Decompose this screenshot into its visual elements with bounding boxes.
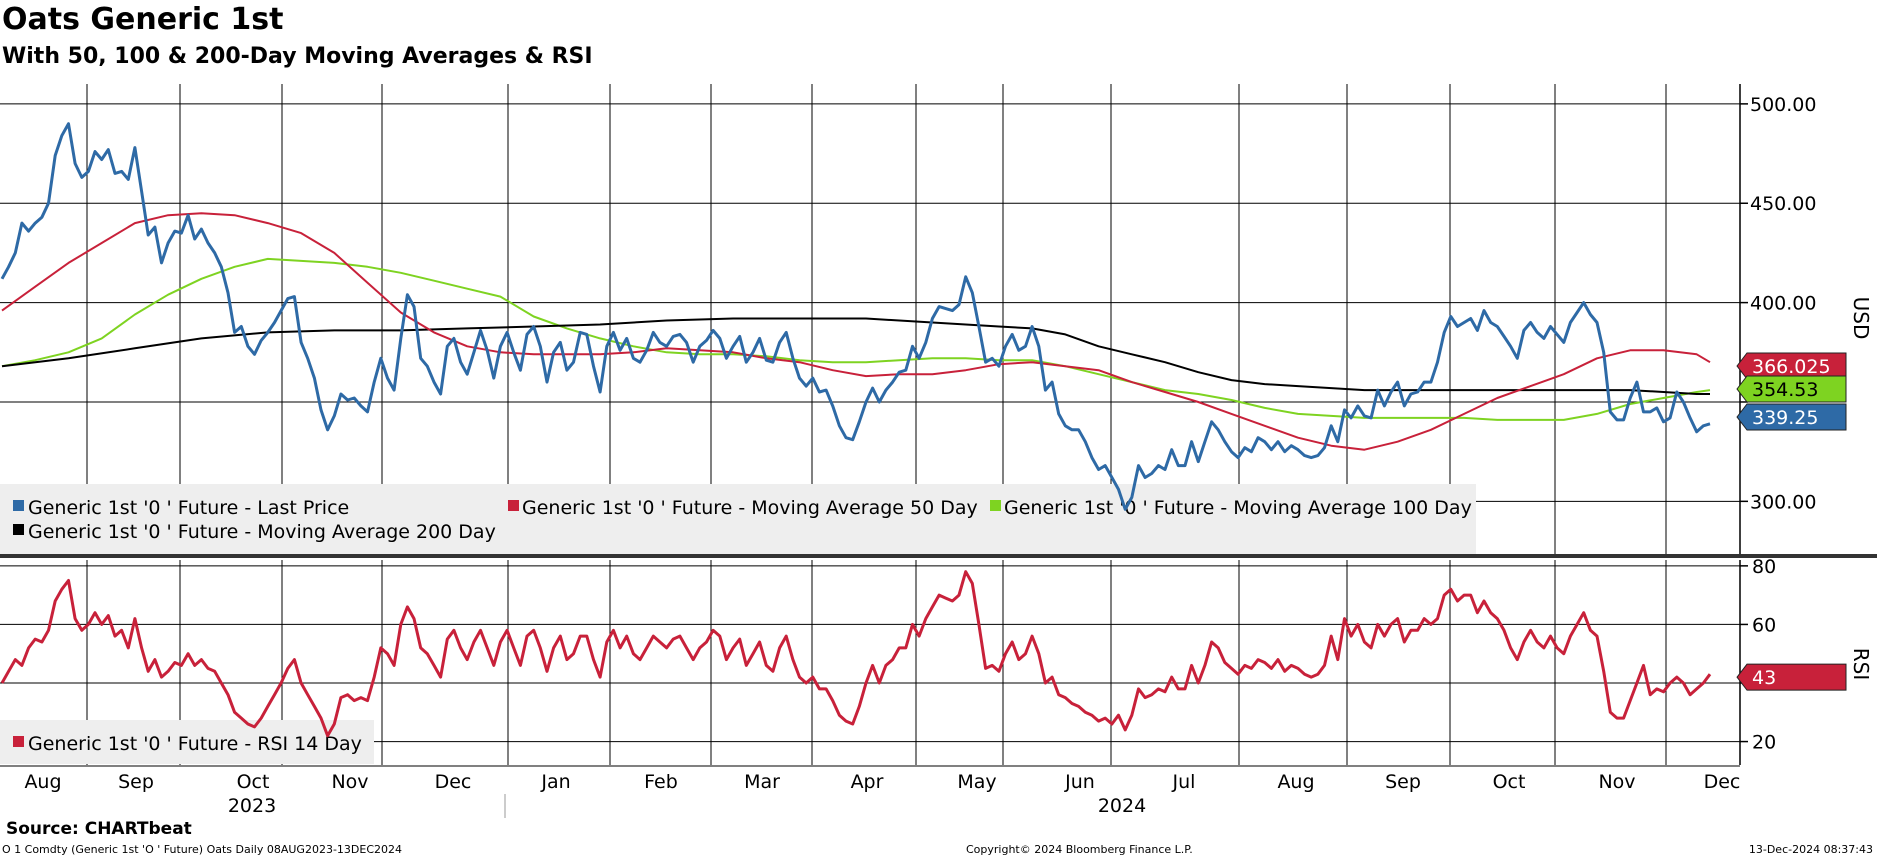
- x-month-label: Nov: [331, 771, 368, 793]
- x-year-label: 2024: [1098, 795, 1146, 817]
- legend-swatch-ma100: [990, 500, 1001, 511]
- x-month-label: Jun: [1064, 771, 1095, 793]
- source-note: Source: CHARTbeat: [6, 819, 192, 839]
- footer-copyright: Copyright© 2024 Bloomberg Finance L.P.: [966, 843, 1193, 856]
- last-value-text-ma50: 366.025: [1752, 356, 1831, 378]
- rsi-y-ticks: 20 60 80: [1740, 556, 1776, 754]
- last-value-text-rsi: 43: [1752, 667, 1776, 689]
- last-value-tag-ma100: [1736, 375, 1847, 403]
- series-line-rsi: [0, 570, 1712, 738]
- rsi-panel: 20 60 80 RSI Generic 1st '0 ' Future - RSI…: [0, 556, 1873, 765]
- chart-title: Oats Generic 1st: [2, 2, 284, 37]
- price-legend: Generic 1st '0 ' Future - Last Price Gen…: [0, 484, 1476, 554]
- x-month-label: Feb: [644, 771, 678, 793]
- x-axis: Aug Sep Oct Nov Dec Jan Feb Mar Apr May Jun Jul Aug S…: [24, 771, 1740, 818]
- x-month-label: Oct: [237, 771, 270, 793]
- x-year-label: 2023: [228, 795, 276, 817]
- rsi-legend-background: [0, 720, 374, 764]
- legend-swatch-ma50: [508, 500, 519, 511]
- x-month-label: Jul: [1172, 771, 1196, 793]
- price-tick-label: 450.00: [1750, 193, 1816, 215]
- legend-swatch-last: [13, 500, 24, 511]
- legend-label-last: Generic 1st '0 ' Future - Last Price: [28, 497, 349, 519]
- footer-left: O 1 Comdty (Generic 1st 'O ' Future) Oat…: [2, 843, 403, 856]
- last-value-tag-rsi: [1736, 663, 1847, 691]
- price-tick-label: 400.00: [1750, 293, 1816, 315]
- series-line-ma200: [1, 317, 1710, 395]
- x-month-label: Oct: [1493, 771, 1526, 793]
- last-value-tag-last: [1736, 403, 1847, 431]
- price-horizontal-grid: [0, 103, 1740, 502]
- x-month-label: May: [957, 771, 996, 793]
- legend-label-ma50: Generic 1st '0 ' Future - Moving Average…: [522, 497, 978, 519]
- last-value-tag-ma50: [1736, 352, 1847, 380]
- price-y-ticks: 300.00 400.00 450.00 500.00: [1740, 94, 1816, 513]
- x-month-label: Dec: [1704, 771, 1741, 793]
- x-month-label: Dec: [435, 771, 472, 793]
- price-panel: 300.00 400.00 450.00 500.00 USD Generic 1st…: [0, 84, 1873, 555]
- rsi-last-value-tags: 43: [1736, 663, 1847, 691]
- x-month-label: Aug: [24, 771, 61, 793]
- last-value-text-last: 339.25: [1752, 407, 1818, 429]
- legend-label-ma100: Generic 1st '0 ' Future - Moving Average…: [1004, 497, 1472, 519]
- rsi-legend: Generic 1st '0 ' Future - RSI 14 Day: [0, 720, 374, 764]
- x-month-label: Sep: [118, 771, 154, 793]
- usd-axis-label: USD: [1849, 297, 1873, 340]
- rsi-tick-label: 60: [1752, 614, 1776, 636]
- x-month-label: Jan: [540, 771, 570, 793]
- x-month-label: Mar: [744, 771, 780, 793]
- rsi-horizontal-grid: [0, 565, 1740, 743]
- x-month-label: Apr: [851, 771, 884, 793]
- price-legend-background: [0, 484, 1476, 554]
- series-line-last: [0, 122, 1711, 511]
- legend-swatch-rsi: [13, 736, 24, 747]
- legend-label-ma200: Generic 1st '0 ' Future - Moving Average…: [28, 521, 496, 543]
- rsi-axis-label: RSI: [1849, 648, 1873, 681]
- series-line-ma100: [1, 257, 1711, 421]
- price-tick-label: 500.00: [1750, 94, 1816, 116]
- footer-timestamp: 13-Dec-2024 08:37:43: [1748, 843, 1873, 856]
- last-value-text-ma100: 354.53: [1752, 379, 1818, 401]
- rsi-lines: [0, 570, 1712, 738]
- x-month-label: Aug: [1277, 771, 1314, 793]
- chart-subtitle: With 50, 100 & 200-Day Moving Averages &…: [2, 44, 593, 69]
- series-line-ma50: [1, 212, 1711, 451]
- legend-label-rsi: Generic 1st '0 ' Future - RSI 14 Day: [28, 733, 362, 755]
- x-month-label: Sep: [1385, 771, 1421, 793]
- price-tick-label: 300.00: [1750, 491, 1816, 513]
- rsi-tick-label: 80: [1752, 556, 1776, 578]
- price-lines: [0, 122, 1711, 511]
- rsi-tick-label: 20: [1752, 732, 1776, 754]
- legend-swatch-ma200: [13, 524, 24, 535]
- x-month-label: Nov: [1598, 771, 1635, 793]
